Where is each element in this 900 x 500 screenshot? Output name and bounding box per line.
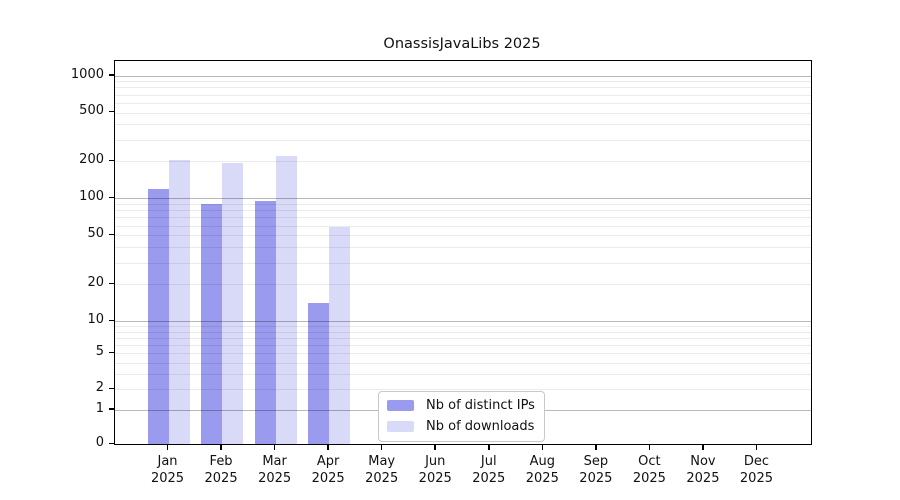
y-tick-label-0: 0 bbox=[95, 435, 104, 450]
x-tick-month-apr: Apr bbox=[316, 454, 340, 469]
y-tick-label-1: 1 bbox=[95, 400, 104, 416]
bar-nb-of-downloads-mar bbox=[275, 156, 297, 444]
x-tick-label-feb: Feb 2025 bbox=[193, 453, 249, 487]
legend: Nb of distinct IPs Nb of downloads bbox=[378, 391, 545, 442]
y-tick-mark-50 bbox=[109, 233, 114, 236]
y-tick-label-10: 10 bbox=[87, 312, 104, 328]
y-tick-label-200: 200 bbox=[79, 152, 104, 168]
legend-item-nb-of-distinct-ips: Nb of distinct IPs bbox=[387, 397, 535, 414]
x-tick-label-jan: Jan 2025 bbox=[140, 453, 196, 487]
y-tick-label-5: 5 bbox=[95, 344, 104, 360]
y-tick-label-1000: 1000 bbox=[70, 66, 104, 82]
x-tick-month-jul: Jul bbox=[480, 454, 497, 469]
x-tick-mark-nov bbox=[702, 444, 704, 450]
x-tick-mark-aug bbox=[541, 444, 544, 450]
y-tick-mark-0 bbox=[109, 442, 114, 444]
x-tick-year-feb: 2025 bbox=[204, 471, 238, 486]
y-tick-mark-200 bbox=[109, 159, 114, 162]
y-tick-mark-1000 bbox=[109, 74, 114, 76]
y-tick-mark-100 bbox=[109, 196, 114, 199]
x-tick-month-jun: Jun bbox=[425, 454, 446, 469]
x-tick-year-mar: 2025 bbox=[258, 471, 292, 486]
x-tick-label-sep: Sep 2025 bbox=[568, 453, 624, 487]
y-tick-mark-2 bbox=[109, 387, 114, 390]
x-tick-month-dec: Dec bbox=[743, 454, 770, 469]
x-tick-label-jun: Jun 2025 bbox=[407, 453, 463, 487]
x-tick-mark-jun bbox=[434, 444, 436, 450]
bar-nb-of-distinct-ips-jan bbox=[147, 188, 169, 444]
legend-item-nb-of-downloads: Nb of downloads bbox=[387, 418, 535, 435]
x-tick-mark-sep bbox=[595, 444, 597, 450]
y-tick-label-100: 100 bbox=[79, 189, 104, 205]
chart-title: OnassisJavaLibs 2025 bbox=[383, 36, 541, 52]
x-tick-year-nov: 2025 bbox=[686, 471, 720, 486]
x-tick-month-aug: Aug bbox=[529, 454, 555, 469]
x-tick-label-apr: Apr 2025 bbox=[300, 453, 356, 487]
x-tick-month-sep: Sep bbox=[583, 454, 609, 469]
bars-layer bbox=[115, 61, 811, 444]
x-tick-year-oct: 2025 bbox=[632, 471, 666, 486]
bar-nb-of-distinct-ips-apr bbox=[308, 303, 330, 444]
x-tick-label-dec: Dec 2025 bbox=[728, 453, 784, 487]
x-tick-label-nov: Nov 2025 bbox=[675, 453, 731, 487]
plot-area bbox=[114, 60, 812, 445]
legend-label-nb-of-distinct-ips: Nb of distinct IPs bbox=[426, 398, 535, 413]
x-tick-label-jul: Jul 2025 bbox=[461, 453, 517, 487]
x-tick-mark-jul bbox=[488, 444, 490, 450]
x-tick-mark-oct bbox=[648, 444, 651, 450]
x-tick-year-dec: 2025 bbox=[739, 471, 773, 486]
y-tick-mark-500 bbox=[109, 110, 114, 113]
x-tick-year-jan: 2025 bbox=[150, 471, 185, 486]
legend-swatch-nb-of-distinct-ips bbox=[387, 400, 414, 411]
x-tick-label-may: May 2025 bbox=[354, 453, 410, 487]
y-tick-mark-20 bbox=[109, 282, 114, 285]
legend-swatch-nb-of-downloads bbox=[387, 421, 414, 432]
bar-nb-of-downloads-jan bbox=[168, 160, 190, 444]
y-tick-label-50: 50 bbox=[87, 226, 104, 242]
x-tick-month-feb: Feb bbox=[209, 454, 233, 469]
x-tick-year-jul: 2025 bbox=[472, 471, 506, 486]
x-tick-label-oct: Oct 2025 bbox=[621, 453, 677, 487]
x-tick-label-aug: Aug 2025 bbox=[514, 453, 570, 487]
x-tick-label-mar: Mar 2025 bbox=[247, 453, 303, 487]
x-tick-month-nov: Nov bbox=[690, 454, 716, 469]
y-tick-label-2: 2 bbox=[95, 380, 104, 396]
x-tick-mark-jan bbox=[166, 444, 169, 450]
bar-nb-of-downloads-apr bbox=[329, 227, 351, 444]
y-tick-mark-10 bbox=[109, 319, 114, 322]
x-tick-mark-may bbox=[380, 444, 383, 450]
legend-label-nb-of-downloads: Nb of downloads bbox=[426, 419, 535, 434]
x-tick-mark-feb bbox=[220, 444, 222, 450]
x-tick-year-jun: 2025 bbox=[418, 471, 452, 486]
y-tick-mark-5 bbox=[109, 351, 114, 354]
bar-nb-of-distinct-ips-feb bbox=[201, 203, 223, 444]
y-tick-label-500: 500 bbox=[79, 103, 104, 119]
x-tick-mark-mar bbox=[273, 444, 276, 450]
x-tick-year-apr: 2025 bbox=[311, 471, 345, 486]
x-tick-month-mar: Mar bbox=[262, 454, 287, 469]
x-tick-year-may: 2025 bbox=[365, 471, 399, 486]
x-tick-month-may: May bbox=[368, 454, 396, 469]
x-tick-month-oct: Oct bbox=[638, 454, 661, 469]
x-tick-month-jan: Jan bbox=[157, 454, 178, 469]
x-tick-year-sep: 2025 bbox=[579, 471, 613, 486]
y-tick-label-20: 20 bbox=[87, 275, 104, 291]
x-tick-mark-dec bbox=[755, 444, 758, 450]
y-tick-mark-1 bbox=[109, 408, 114, 410]
bar-nb-of-downloads-feb bbox=[222, 162, 244, 444]
x-tick-year-aug: 2025 bbox=[525, 471, 559, 486]
x-tick-mark-apr bbox=[327, 444, 329, 450]
bar-nb-of-distinct-ips-mar bbox=[254, 201, 276, 444]
